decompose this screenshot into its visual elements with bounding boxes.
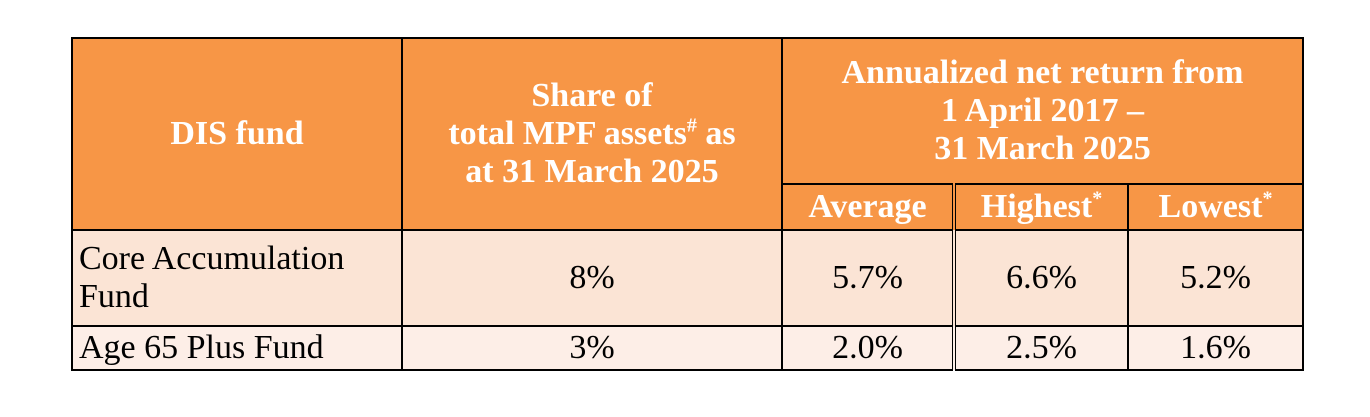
header-return-line1: Annualized net return from bbox=[841, 54, 1244, 91]
table-row: Age 65 Plus Fund 3% 2.0% 2.5% 1.6% bbox=[71, 325, 1304, 371]
header-share-line1: Share of bbox=[531, 77, 653, 114]
fund-name-line1: Core Accumulation bbox=[79, 240, 345, 277]
average-cell: 5.7% bbox=[781, 229, 955, 327]
header-average-text: Average bbox=[808, 188, 927, 225]
header-share-of-assets: Share of total MPF assets# as at 31 Marc… bbox=[401, 37, 783, 231]
share-cell: 8% bbox=[401, 229, 783, 327]
average-cell: 2.0% bbox=[781, 325, 955, 371]
header-dis-fund-text: DIS fund bbox=[170, 115, 304, 152]
dis-fund-returns-table: DIS fund Share of total MPF assets# as a… bbox=[71, 37, 1304, 371]
highest-cell: 6.6% bbox=[952, 229, 1129, 327]
hash-footnote-mark: # bbox=[686, 114, 697, 137]
asterisk-footnote-mark: * bbox=[1092, 187, 1103, 210]
fund-name-cell: Core Accumulation Fund bbox=[71, 229, 403, 327]
header-average: Average bbox=[781, 183, 955, 231]
header-dis-fund: DIS fund bbox=[71, 37, 403, 231]
share-cell: 3% bbox=[401, 325, 783, 371]
asterisk-footnote-mark: * bbox=[1262, 187, 1273, 210]
header-lowest-text: Lowest bbox=[1158, 188, 1263, 225]
header-lowest: Lowest* bbox=[1127, 183, 1304, 231]
header-share-line2-text: total MPF assets bbox=[448, 115, 687, 152]
table-row: Core Accumulation Fund 8% 5.7% 6.6% 5.2% bbox=[71, 229, 1304, 327]
header-highest-text: Highest bbox=[980, 188, 1093, 225]
header-row-top: DIS fund Share of total MPF assets# as a… bbox=[71, 37, 1304, 231]
lowest-cell: 5.2% bbox=[1127, 229, 1304, 327]
fund-name-line2: Fund bbox=[79, 278, 149, 315]
fund-name-cell: Age 65 Plus Fund bbox=[71, 325, 403, 371]
highest-cell: 2.5% bbox=[952, 325, 1129, 371]
header-return-line3: 31 March 2025 bbox=[934, 130, 1151, 167]
header-highest: Highest* bbox=[952, 183, 1129, 231]
header-share-line2-tail: as bbox=[696, 115, 736, 152]
header-share-line2: total MPF assets# as bbox=[403, 115, 781, 153]
header-share-line3: at 31 March 2025 bbox=[465, 153, 719, 190]
header-return-line2: 1 April 2017 – bbox=[940, 92, 1145, 129]
lowest-cell: 1.6% bbox=[1127, 325, 1304, 371]
header-annualized-return: Annualized net return from 1 April 2017 … bbox=[781, 37, 1304, 185]
